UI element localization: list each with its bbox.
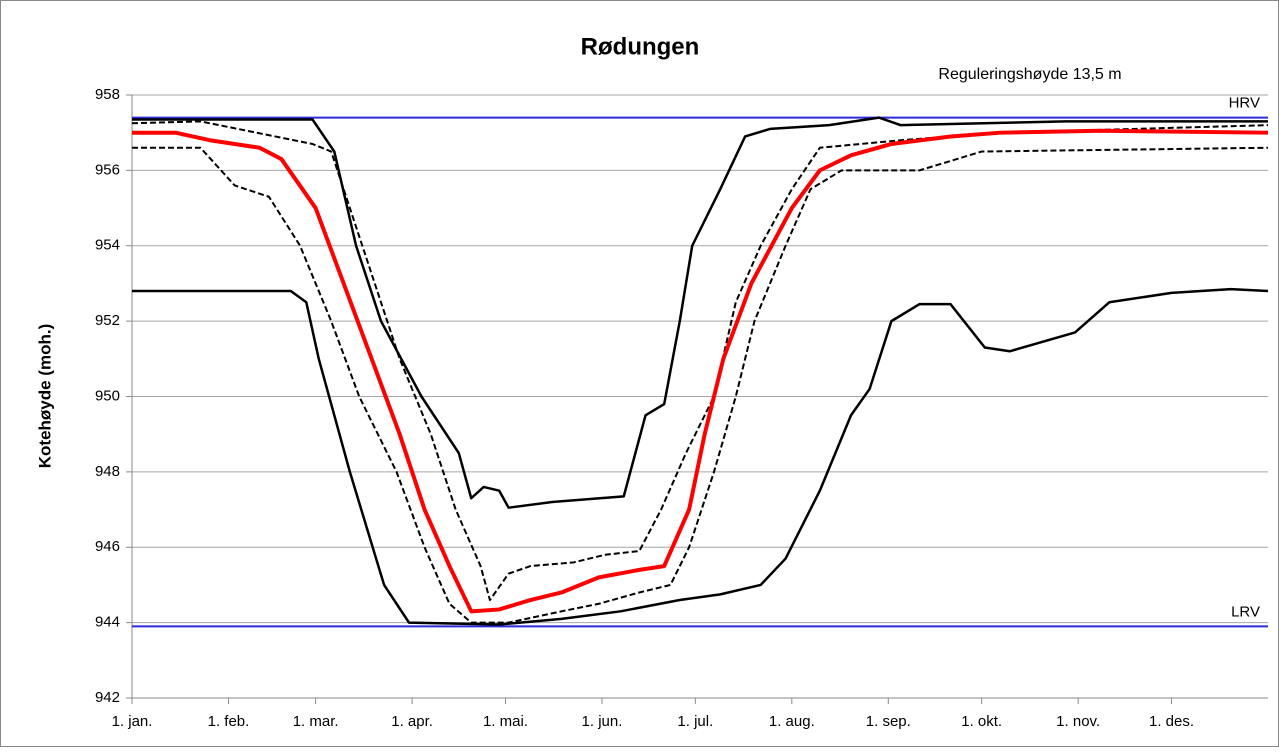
y-tick-label: 956 — [95, 161, 120, 178]
y-tick-label: 948 — [95, 463, 120, 480]
series-line — [132, 116, 1268, 509]
series-line — [132, 128, 1269, 614]
x-tick-label: 1. aug. — [769, 713, 815, 730]
reference-label: HRV — [1229, 95, 1260, 112]
x-tick-label: 1. des. — [1149, 713, 1194, 730]
x-tick-label: 1. sep. — [866, 713, 911, 730]
y-tick-label: 958 — [95, 86, 120, 103]
y-tick-label: 944 — [95, 614, 120, 631]
y-tick-label: 954 — [95, 237, 120, 254]
x-tick-label: 1. jul. — [677, 713, 713, 730]
y-tick-label: 946 — [95, 538, 120, 555]
x-tick-label: 1. mai. — [483, 713, 528, 730]
x-tick-label: 1. apr. — [391, 713, 433, 730]
x-tick-label: 1. nov. — [1056, 713, 1100, 730]
series-line — [132, 287, 1269, 626]
x-tick-label: 1. mar. — [293, 713, 339, 730]
annotation: Reguleringshøyde 13,5 m — [938, 66, 1121, 83]
x-tick-label: 1. okt. — [961, 713, 1002, 730]
x-tick-label: 1. jun. — [582, 713, 623, 730]
y-tick-label: 952 — [95, 312, 120, 329]
series-line — [131, 120, 1269, 602]
chart-title: Rødungen — [581, 33, 700, 60]
y-tick-label: 950 — [95, 387, 120, 404]
y-tick-label: 942 — [95, 689, 120, 706]
reference-label: LRV — [1231, 603, 1260, 620]
x-tick-label: 1. jan. — [112, 713, 153, 730]
x-tick-label: 1. feb. — [208, 713, 250, 730]
series-line — [132, 146, 1269, 624]
y-axis-label: Kotehøyde (moh.) — [35, 324, 54, 469]
